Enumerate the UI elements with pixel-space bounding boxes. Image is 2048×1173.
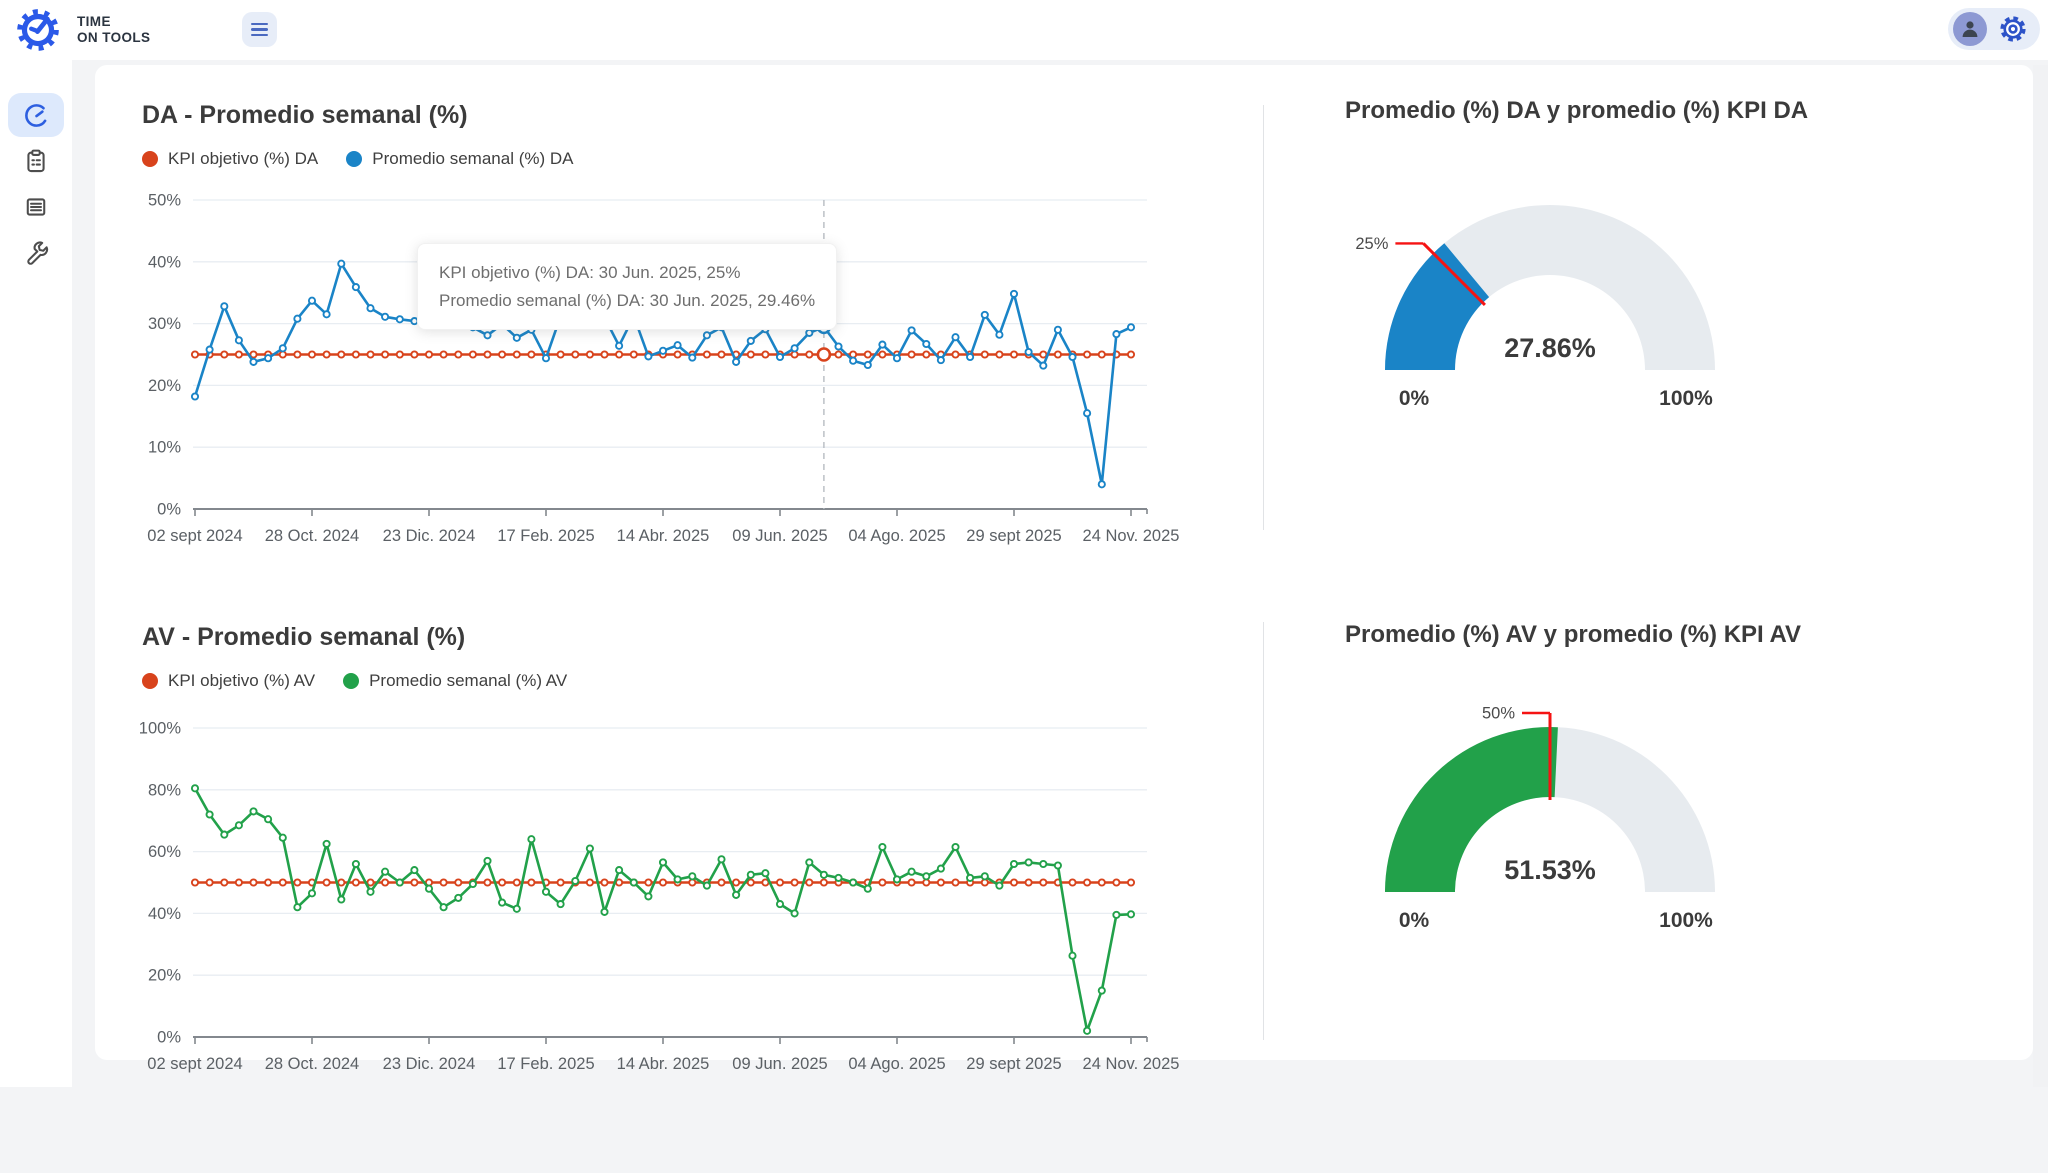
brand-line2: ON TOOLS bbox=[77, 30, 151, 46]
wrench-icon bbox=[27, 241, 49, 265]
svg-text:04 Ago. 2025: 04 Ago. 2025 bbox=[848, 527, 945, 545]
legend-item-promedio-da[interactable]: Promedio semanal (%) DA bbox=[346, 149, 573, 169]
svg-text:0%: 0% bbox=[1399, 387, 1430, 410]
legend-dot-kpi-da bbox=[142, 151, 158, 167]
svg-text:40%: 40% bbox=[148, 905, 181, 923]
svg-text:24 Nov. 2025: 24 Nov. 2025 bbox=[1083, 527, 1180, 545]
legend-item-kpi-av[interactable]: KPI objetivo (%) AV bbox=[142, 671, 315, 691]
svg-text:09 Jun. 2025: 09 Jun. 2025 bbox=[732, 527, 827, 545]
svg-text:50%: 50% bbox=[1482, 705, 1515, 723]
svg-text:17 Feb. 2025: 17 Feb. 2025 bbox=[497, 1055, 594, 1073]
legend-dot-promedio-av bbox=[343, 673, 360, 689]
legend-dot-kpi-av bbox=[142, 673, 158, 689]
sidebar-item-tasks[interactable] bbox=[0, 138, 72, 184]
svg-text:10%: 10% bbox=[148, 439, 181, 457]
svg-text:28 Oct. 2024: 28 Oct. 2024 bbox=[265, 1055, 359, 1073]
sidebar-item-reports[interactable] bbox=[0, 184, 72, 230]
legend-label: Promedio semanal (%) AV bbox=[369, 671, 568, 690]
svg-text:30%: 30% bbox=[148, 315, 181, 333]
svg-text:0%: 0% bbox=[157, 1029, 181, 1047]
svg-text:23 Dic. 2024: 23 Dic. 2024 bbox=[383, 527, 476, 545]
legend-item-promedio-av[interactable]: Promedio semanal (%) AV bbox=[343, 671, 567, 691]
chart-av-legend: KPI objetivo (%) AV Promedio semanal (%)… bbox=[142, 671, 567, 691]
sidebar-item-tools[interactable] bbox=[0, 230, 72, 276]
legend-dot-promedio-da bbox=[346, 151, 363, 167]
svg-text:28 Oct. 2024: 28 Oct. 2024 bbox=[265, 527, 359, 545]
tooltip-line-kpi: KPI objetivo (%) DA: 30 Jun. 2025, 25% bbox=[439, 263, 741, 282]
line-chart-av[interactable]: 0% 20% 40% 60% 80% 100% 02 sept 2024 28 Oct. 20… bbox=[125, 693, 1245, 1173]
svg-text:0%: 0% bbox=[157, 501, 181, 519]
svg-text:40%: 40% bbox=[148, 253, 181, 271]
svg-text:09 Jun. 2025: 09 Jun. 2025 bbox=[732, 1055, 827, 1073]
gauge-chart-av[interactable]: 50% 51.53% 0% 100% bbox=[1330, 657, 1810, 987]
svg-text:20%: 20% bbox=[148, 967, 181, 985]
line-chart-da[interactable]: 0% 10% 20% 30% 40% 50% 02 sept 2024 28 Oct. 202… bbox=[125, 165, 1245, 645]
svg-text:14 Abr. 2025: 14 Abr. 2025 bbox=[617, 1055, 710, 1073]
brand-line1: TIME bbox=[77, 14, 111, 29]
divider-row1 bbox=[1263, 105, 1264, 530]
svg-text:17 Feb. 2025: 17 Feb. 2025 bbox=[497, 527, 594, 545]
svg-text:02 sept 2024: 02 sept 2024 bbox=[147, 527, 242, 545]
gauge-chart-da[interactable]: 25% 27.86% 0% 100% bbox=[1330, 135, 1810, 465]
gauge-da-title: Promedio (%) DA y promedio (%) KPI DA bbox=[1345, 97, 1809, 124]
svg-text:51.53%: 51.53% bbox=[1504, 855, 1596, 885]
svg-text:14 Abr. 2025: 14 Abr. 2025 bbox=[617, 527, 710, 545]
hamburger-menu-button[interactable] bbox=[242, 12, 277, 47]
app-logo-icon bbox=[13, 5, 63, 55]
svg-text:04 Ago. 2025: 04 Ago. 2025 bbox=[848, 1055, 945, 1073]
legend-label: KPI objetivo (%) AV bbox=[168, 671, 316, 690]
list-icon bbox=[26, 198, 46, 216]
svg-text:50%: 50% bbox=[148, 192, 181, 210]
divider-row2 bbox=[1263, 622, 1264, 1040]
svg-text:60%: 60% bbox=[148, 843, 181, 861]
user-avatar-icon[interactable] bbox=[1953, 12, 1987, 46]
brand-name: TIME ON TOOLS bbox=[77, 14, 150, 47]
svg-text:23 Dic. 2024: 23 Dic. 2024 bbox=[383, 1055, 476, 1073]
gauge-av-title: Promedio (%) AV y promedio (%) KPI AV bbox=[1345, 621, 1802, 648]
chart-da-legend: KPI objetivo (%) DA Promedio semanal (%)… bbox=[142, 149, 573, 169]
sidebar-item-dashboard[interactable] bbox=[0, 92, 72, 138]
topbar-actions bbox=[1948, 8, 2040, 50]
svg-text:29 sept 2025: 29 sept 2025 bbox=[966, 1055, 1061, 1073]
svg-text:100%: 100% bbox=[1659, 387, 1713, 410]
chart-tooltip: KPI objetivo (%) DA: 30 Jun. 2025, 25% P… bbox=[417, 243, 838, 331]
sidebar bbox=[0, 60, 72, 1087]
svg-text:100%: 100% bbox=[139, 720, 182, 738]
svg-text:25%: 25% bbox=[1355, 235, 1388, 253]
hamburger-icon bbox=[251, 20, 268, 40]
settings-gear-icon[interactable] bbox=[1996, 12, 2030, 46]
chart-da-title: DA - Promedio semanal (%) bbox=[142, 101, 468, 129]
svg-text:100%: 100% bbox=[1659, 909, 1713, 932]
svg-text:29 sept 2025: 29 sept 2025 bbox=[966, 527, 1061, 545]
tooltip-line-promedio: Promedio semanal (%) DA: 30 Jun. 2025, 2… bbox=[439, 290, 816, 310]
legend-label: Promedio semanal (%) DA bbox=[372, 149, 574, 168]
svg-text:24 Nov. 2025: 24 Nov. 2025 bbox=[1083, 1055, 1180, 1073]
chart-av-title: AV - Promedio semanal (%) bbox=[142, 623, 466, 651]
dashboard-panel: DA - Promedio semanal (%) KPI objetivo (… bbox=[95, 65, 2033, 1073]
svg-text:0%: 0% bbox=[1399, 909, 1430, 932]
svg-text:27.86%: 27.86% bbox=[1504, 333, 1596, 363]
speedometer-icon bbox=[24, 103, 48, 127]
svg-text:80%: 80% bbox=[148, 781, 181, 799]
topbar: TIME ON TOOLS bbox=[0, 0, 2048, 60]
scrollbar-track[interactable] bbox=[2033, 65, 2048, 1087]
svg-text:20%: 20% bbox=[148, 377, 181, 395]
legend-label: KPI objetivo (%) DA bbox=[168, 149, 319, 168]
clipboard-icon bbox=[27, 149, 45, 173]
svg-text:02 sept 2024: 02 sept 2024 bbox=[147, 1055, 242, 1073]
legend-item-kpi-da[interactable]: KPI objetivo (%) DA bbox=[142, 149, 318, 169]
